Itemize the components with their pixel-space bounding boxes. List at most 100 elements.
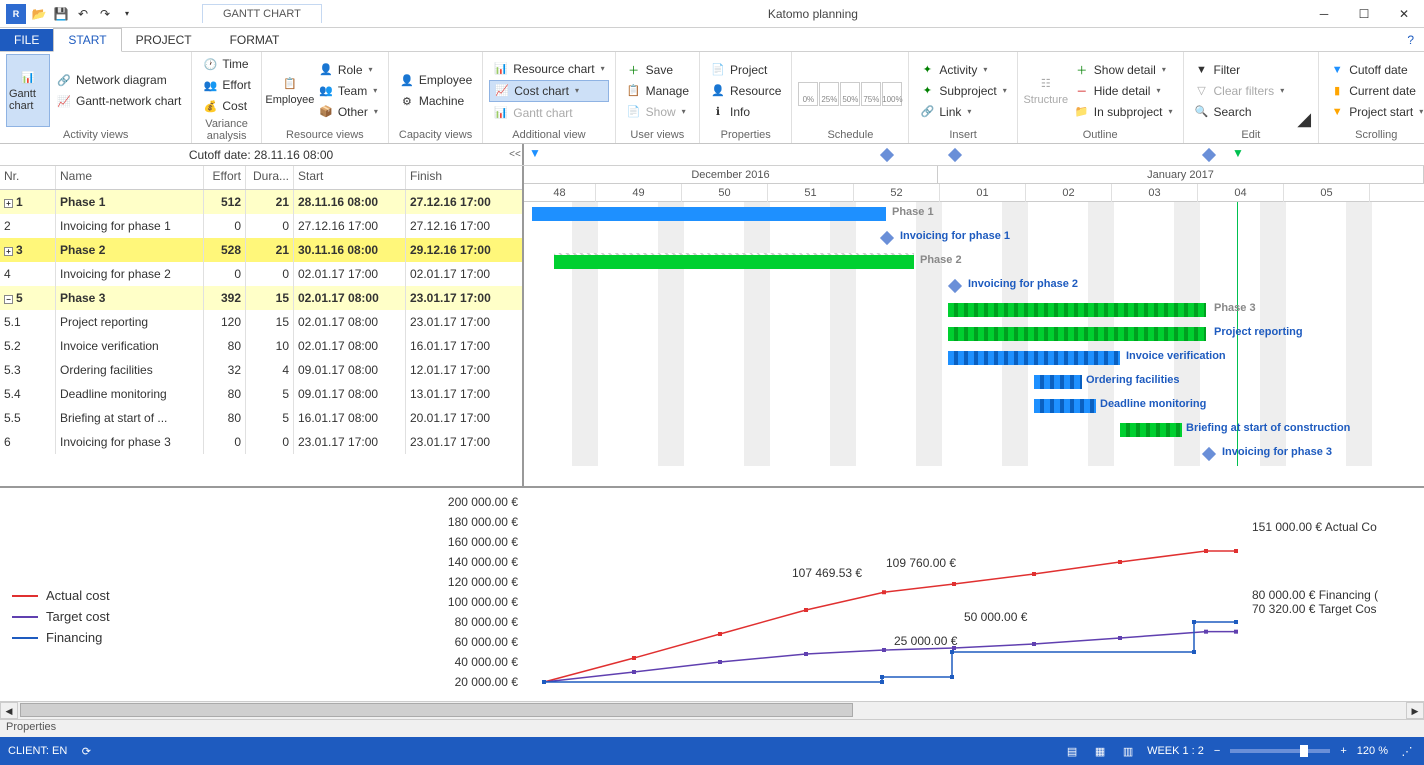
maximize-button[interactable]: ☐ xyxy=(1344,0,1384,28)
expand-icon[interactable]: − xyxy=(4,295,13,304)
table-row[interactable]: +1Phase 15122128.11.16 08:0027.12.16 17:… xyxy=(0,190,522,214)
role-button[interactable]: 👤Role xyxy=(314,60,382,80)
gantt-chart-small-button[interactable]: 📊Gantt chart xyxy=(489,103,608,123)
col-effort[interactable]: Effort xyxy=(204,166,246,189)
close-button[interactable]: ✕ xyxy=(1384,0,1424,28)
gantt-row[interactable]: Invoicing for phase 2 xyxy=(524,274,1424,298)
zoom-slider[interactable] xyxy=(1230,749,1330,753)
search-button[interactable]: 🔍Search xyxy=(1190,102,1289,122)
machine-button[interactable]: ⚙Machine xyxy=(395,91,476,111)
gantt-row[interactable]: Invoice verification xyxy=(524,346,1424,370)
time-button[interactable]: 🕐Time xyxy=(198,54,254,74)
milestone[interactable] xyxy=(948,279,962,293)
horizontal-scrollbar[interactable]: ◀ ▶ xyxy=(0,701,1424,719)
zoom-in-button[interactable]: + xyxy=(1340,745,1346,757)
gantt-bar[interactable] xyxy=(1120,423,1182,437)
gantt-row[interactable]: Deadline monitoring xyxy=(524,394,1424,418)
gantt-row[interactable]: Briefing at start of construction xyxy=(524,418,1424,442)
cost-button[interactable]: 💰Cost xyxy=(198,96,254,116)
gantt-row[interactable]: Phase 2 xyxy=(524,250,1424,274)
tab-project[interactable]: PROJECT xyxy=(122,29,206,51)
table-row[interactable]: 4Invoicing for phase 20002.01.17 17:0002… xyxy=(0,262,522,286)
collapse-left-button[interactable]: << xyxy=(508,144,522,166)
table-row[interactable]: 2Invoicing for phase 10027.12.16 17:0027… xyxy=(0,214,522,238)
open-icon[interactable]: 📂 xyxy=(30,5,48,23)
gantt-row[interactable]: Invoicing for phase 3 xyxy=(524,442,1424,466)
structure-button[interactable]: ☷Structure xyxy=(1024,54,1068,127)
table-row[interactable]: −5Phase 33921502.01.17 08:0023.01.17 17:… xyxy=(0,286,522,310)
hide-detail-button[interactable]: －Hide detail xyxy=(1070,81,1177,101)
cost-chart-button[interactable]: 📈Cost chart xyxy=(489,80,608,102)
scroll-thumb[interactable] xyxy=(20,703,853,717)
project-start-button[interactable]: ▼Project start xyxy=(1325,102,1424,122)
table-row[interactable]: +3Phase 25282130.11.16 08:0029.12.16 17:… xyxy=(0,238,522,262)
gantt-bar[interactable] xyxy=(1034,399,1096,413)
refresh-icon[interactable]: ⟳ xyxy=(77,742,95,760)
gantt-network-button[interactable]: 📈Gantt-network chart xyxy=(52,91,185,111)
milestone[interactable] xyxy=(880,231,894,245)
gantt-bar[interactable] xyxy=(948,303,1206,317)
resource-chart-button[interactable]: 📊Resource chart xyxy=(489,59,608,79)
gantt-row[interactable]: Phase 1 xyxy=(524,202,1424,226)
gantt-row[interactable]: Phase 3 xyxy=(524,298,1424,322)
milestone[interactable] xyxy=(1202,447,1216,461)
tab-start[interactable]: START xyxy=(53,28,121,52)
employee-cap-button[interactable]: 👤Employee xyxy=(395,70,476,90)
scroll-left-button[interactable]: ◀ xyxy=(0,702,18,719)
gantt-chart-button[interactable]: 📊 Gantt chart xyxy=(6,54,50,127)
chart-plot[interactable]: 107 469.53 €109 760.00 €50 000.00 €25 00… xyxy=(524,488,1424,701)
filter-button[interactable]: ▼Filter xyxy=(1190,60,1289,80)
tab-file[interactable]: FILE xyxy=(0,29,53,51)
zoom-knob[interactable] xyxy=(1300,745,1308,757)
other-button[interactable]: 📦Other xyxy=(314,102,382,122)
expand-icon[interactable]: + xyxy=(4,247,13,256)
gantt-row[interactable]: Ordering facilities xyxy=(524,370,1424,394)
team-button[interactable]: 👥Team xyxy=(314,81,382,101)
app-icon[interactable]: R xyxy=(6,4,26,24)
scroll-right-button[interactable]: ▶ xyxy=(1406,702,1424,719)
expand-icon[interactable]: + xyxy=(4,199,13,208)
gantt-bar[interactable] xyxy=(948,351,1120,365)
context-tab-gantt[interactable]: GANTT CHART xyxy=(202,4,322,23)
gantt-bar[interactable] xyxy=(532,207,886,221)
status-icon-2[interactable]: ▦ xyxy=(1091,742,1109,760)
minimize-button[interactable]: ─ xyxy=(1304,0,1344,28)
col-name[interactable]: Name xyxy=(56,166,204,189)
gantt-bars[interactable]: Phase 1Invoicing for phase 1Phase 2Invoi… xyxy=(524,202,1424,466)
zoom-out-button[interactable]: − xyxy=(1214,745,1220,757)
table-row[interactable]: 5.3Ordering facilities32409.01.17 08:001… xyxy=(0,358,522,382)
cutoff-date-button[interactable]: ▼Cutoff date xyxy=(1325,60,1424,80)
show-detail-button[interactable]: ＋Show detail xyxy=(1070,60,1177,80)
resource-props-button[interactable]: 👤Resource xyxy=(706,81,785,101)
current-date-button[interactable]: ▮Current date xyxy=(1325,81,1424,101)
gantt-bar[interactable] xyxy=(554,255,914,269)
gantt-bar[interactable] xyxy=(1034,375,1082,389)
ribbon-help-icon[interactable]: ? xyxy=(1397,29,1424,51)
gantt-chart-area[interactable]: December 2016January 2017484950515201020… xyxy=(524,166,1424,486)
show-button[interactable]: 📄Show xyxy=(622,102,693,122)
col-finish[interactable]: Finish xyxy=(406,166,518,189)
gantt-row[interactable]: Invoicing for phase 1 xyxy=(524,226,1424,250)
col-nr[interactable]: Nr. xyxy=(0,166,56,189)
clear-filters-button[interactable]: ▽Clear filters xyxy=(1190,81,1289,101)
eraser-icon[interactable]: ◢ xyxy=(1296,111,1312,127)
in-subproject-button[interactable]: 📁In subproject xyxy=(1070,102,1177,122)
table-row[interactable]: 5.4Deadline monitoring80509.01.17 08:001… xyxy=(0,382,522,406)
col-dur[interactable]: Dura... xyxy=(246,166,294,189)
network-diagram-button[interactable]: 🔗Network diagram xyxy=(52,70,185,90)
save-view-button[interactable]: ＋Save xyxy=(622,60,693,80)
manage-button[interactable]: 📋Manage xyxy=(622,81,693,101)
activity-button[interactable]: ✦Activity xyxy=(915,60,1010,80)
redo-icon[interactable]: ↷ xyxy=(96,5,114,23)
link-button[interactable]: 🔗Link xyxy=(915,102,1010,122)
resize-grip-icon[interactable]: ⋰ xyxy=(1398,742,1416,760)
percent-boxes[interactable]: 0%25%50%75%100% xyxy=(798,76,902,106)
table-row[interactable]: 5.2Invoice verification801002.01.17 08:0… xyxy=(0,334,522,358)
save-icon[interactable]: 💾 xyxy=(52,5,70,23)
effort-button[interactable]: 👥Effort xyxy=(198,75,254,95)
table-row[interactable]: 6Invoicing for phase 30023.01.17 17:0023… xyxy=(0,430,522,454)
table-row[interactable]: 5.5Briefing at start of ...80516.01.17 0… xyxy=(0,406,522,430)
project-props-button[interactable]: 📄Project xyxy=(706,60,785,80)
info-button[interactable]: ℹInfo xyxy=(706,102,785,122)
qat-dropdown-icon[interactable]: ▾ xyxy=(118,5,136,23)
